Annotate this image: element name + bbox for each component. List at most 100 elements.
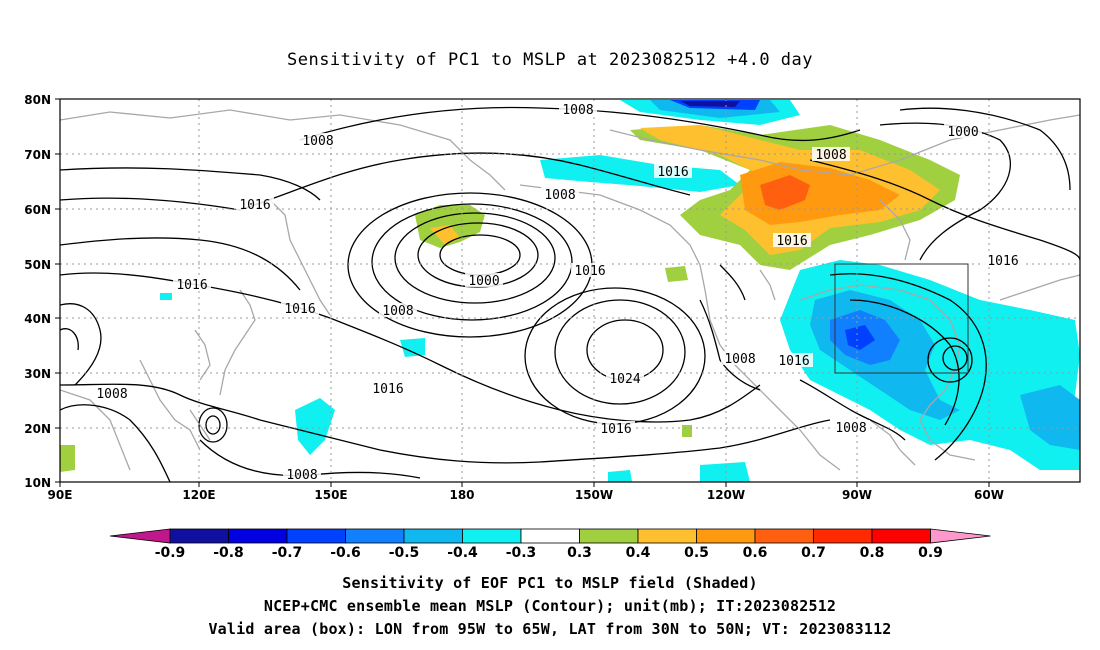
contour-label: 1016 — [284, 302, 315, 317]
colorbar-swatch — [696, 528, 756, 544]
colorbar-swatch — [871, 528, 931, 544]
contour-label-bg — [984, 253, 1022, 267]
contour-label-bg — [571, 263, 609, 277]
colorbar-label: 0.8 — [860, 545, 885, 561]
colorbar-label: 0.4 — [626, 545, 651, 561]
lon-label: 150W — [575, 488, 613, 502]
colorbar-left-arrow — [109, 528, 171, 544]
contour-label: 1008 — [544, 188, 575, 203]
colorbar-label: -0.4 — [447, 545, 478, 561]
colorbar-label: -0.7 — [272, 545, 303, 561]
contour-label-bg — [236, 197, 274, 211]
contour-label-bg — [283, 467, 321, 481]
contour-label: 1008 — [286, 468, 317, 483]
lon-label: 150E — [314, 488, 347, 502]
colorbar-swatch — [403, 528, 463, 544]
contour-label-bg — [299, 133, 337, 147]
contour-label-bg — [281, 301, 319, 315]
contour-label: 1016 — [372, 382, 403, 397]
lon-label: 90W — [842, 488, 872, 502]
colorbar-label: -0.8 — [213, 545, 244, 561]
lon-label: 120W — [707, 488, 745, 502]
colorbar-label: -0.3 — [506, 545, 537, 561]
map-title: Sensitivity of PC1 to MSLP at 2023082512… — [286, 50, 813, 70]
graticule — [60, 99, 1080, 482]
contour-label: 1000 — [947, 125, 978, 140]
contour-label-bg — [597, 421, 635, 435]
colorbar-label: 0.7 — [801, 545, 826, 561]
lon-label: 90E — [48, 488, 73, 502]
lat-label: 30N — [24, 367, 51, 381]
colorbar: -0.9 -0.8 -0.7 -0.6 -0.5 -0.4 -0.3 0.3 0.4 0.5 0.6… — [109, 528, 991, 561]
contour-label-bg — [832, 420, 870, 434]
contour-label: 1016 — [657, 165, 688, 180]
contour-label: 1000 — [468, 274, 499, 289]
colorbar-swatch — [228, 528, 288, 544]
valid-area-box — [834, 263, 969, 374]
colorbar-label: 0.9 — [918, 545, 943, 561]
contour-label-bg — [465, 273, 503, 287]
caption-valid-area: Valid area (box): LON from 95W to 65W, L… — [208, 620, 892, 638]
contour-label: 1008 — [815, 148, 846, 163]
colorbar-label: -0.6 — [330, 545, 361, 561]
contour-label-bg — [606, 371, 644, 385]
colorbar-label: -0.5 — [389, 545, 420, 561]
contour-label-bg — [173, 277, 211, 291]
caption-shading: Sensitivity of EOF PC1 to MSLP field (Sh… — [342, 574, 758, 592]
contour-label-bg — [721, 351, 759, 365]
caption-contour: NCEP+CMC ensemble mean MSLP (Contour); u… — [263, 597, 837, 615]
contour-label: 1016 — [176, 278, 207, 293]
contour-label-bg — [369, 381, 407, 395]
colorbar-swatch — [637, 528, 697, 544]
contour-label: 1008 — [382, 304, 413, 319]
contour-label-bg — [812, 147, 850, 161]
colorbar-swatch — [579, 528, 639, 544]
contour-label: 1016 — [600, 422, 631, 437]
contour-label: 1008 — [302, 134, 333, 149]
plot-frame — [59, 98, 1081, 483]
lat-label: 60N — [24, 203, 51, 217]
contour-label: 1016 — [574, 264, 605, 279]
contour-labels: 1008 1008 1016 1016 1016 1008 1000 1008 1016 1016… — [93, 102, 1022, 483]
lat-label: 20N — [24, 422, 51, 436]
contour-label: 1016 — [776, 234, 807, 249]
lon-label: 60W — [974, 488, 1004, 502]
contour-label-bg — [944, 124, 982, 138]
colorbar-swatch — [520, 528, 580, 544]
contour-label: 1016 — [987, 254, 1018, 269]
contour-label: 1008 — [724, 352, 755, 367]
contour-label-bg — [541, 187, 579, 201]
contour-label: 1016 — [778, 354, 809, 369]
contour-label: 1008 — [562, 103, 593, 118]
contour-label-bg — [773, 233, 811, 247]
lon-label: 120E — [182, 488, 215, 502]
contour-label: 1008 — [96, 387, 127, 402]
lat-label: 50N — [24, 258, 51, 272]
axis-ticks — [55, 98, 990, 487]
colorbar-swatch — [286, 528, 346, 544]
colorbar-swatch — [345, 528, 405, 544]
colorbar-swatch — [169, 528, 229, 544]
contour-label-bg — [775, 353, 813, 367]
contour-label-bg — [93, 386, 131, 400]
lat-label: 70N — [24, 148, 51, 162]
colorbar-label: -0.9 — [155, 545, 186, 561]
colorbar-label: 0.6 — [743, 545, 768, 561]
lon-label: 180 — [449, 488, 474, 502]
contour-label-bg — [654, 164, 692, 178]
contour-label: 1008 — [835, 421, 866, 436]
colorbar-swatch — [754, 528, 814, 544]
mslp-contours — [60, 106, 1080, 482]
lat-label: 80N — [24, 93, 51, 107]
contour-label-bg — [559, 102, 597, 116]
contour-label-bg — [379, 303, 417, 317]
colorbar-right-arrow — [930, 528, 991, 544]
lat-label: 10N — [24, 476, 51, 490]
colorbar-label: 0.3 — [567, 545, 592, 561]
contour-label: 1016 — [239, 198, 270, 213]
colorbar-swatch — [813, 528, 873, 544]
contour-label: 1024 — [609, 372, 640, 387]
lat-label: 40N — [24, 312, 51, 326]
colorbar-label: 0.5 — [684, 545, 709, 561]
